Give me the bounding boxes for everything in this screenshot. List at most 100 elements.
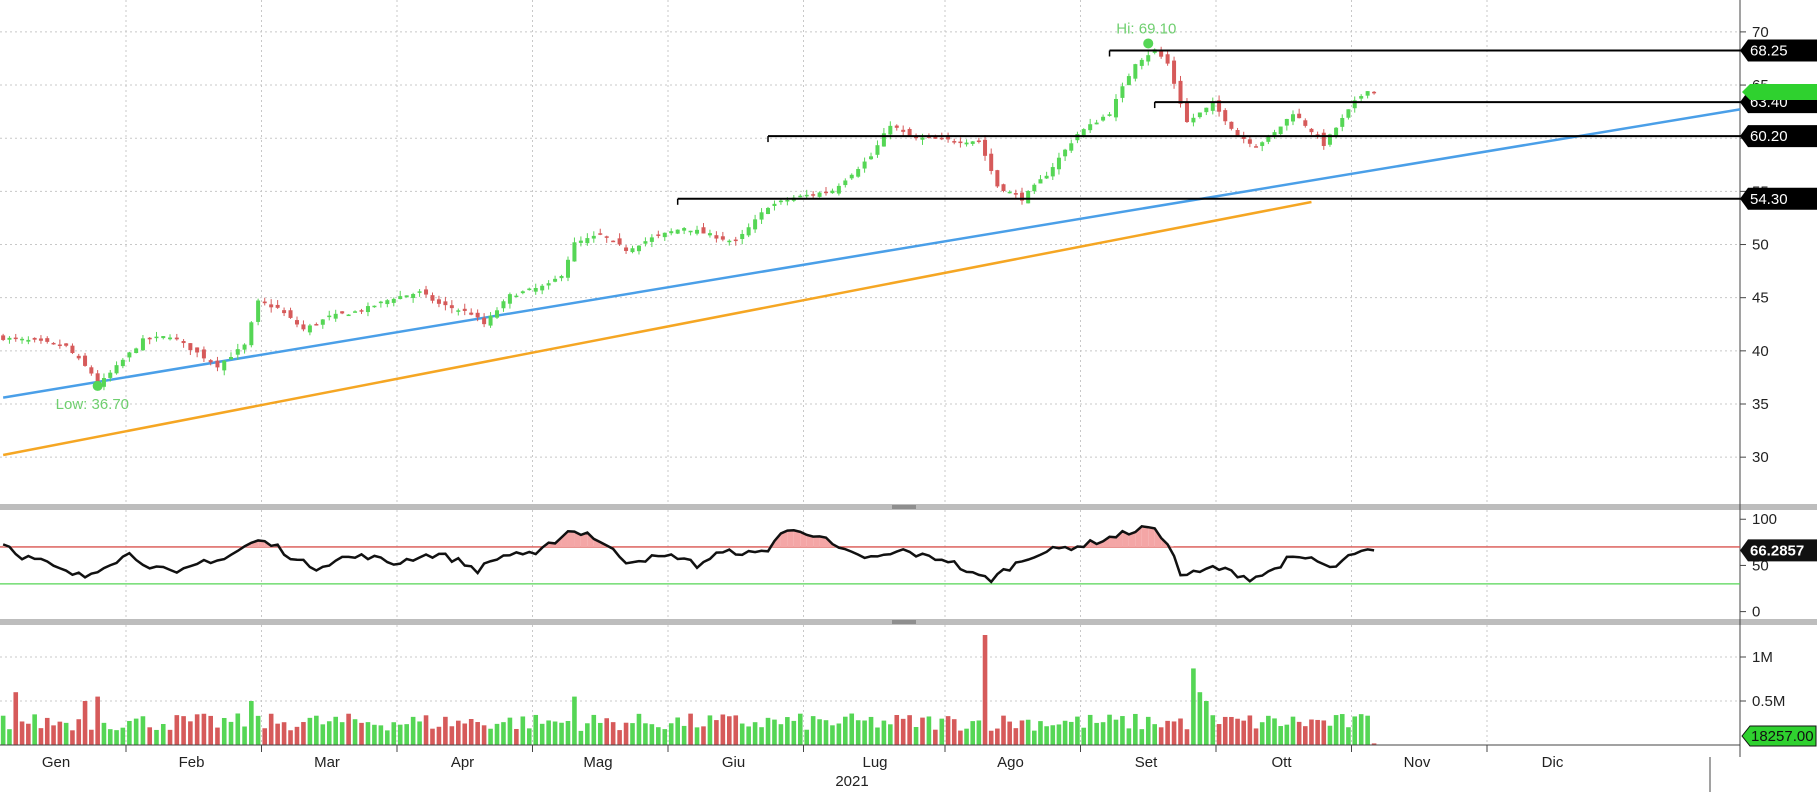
volume-bar <box>1068 721 1074 745</box>
overbought-fill <box>1122 531 1129 547</box>
volume-bar <box>235 713 241 745</box>
candle-body <box>1340 117 1345 127</box>
candle-body <box>13 337 18 340</box>
price-tick-label: 50 <box>1752 237 1769 254</box>
volume-bar <box>417 721 422 745</box>
volume-bar <box>1321 720 1327 745</box>
candle-body <box>436 299 441 304</box>
candle-body <box>1 335 6 340</box>
candle-body <box>572 242 577 262</box>
volume-bar <box>1178 718 1183 745</box>
candle-body <box>907 128 912 137</box>
candle-body <box>714 235 719 239</box>
candle-body <box>1290 114 1295 122</box>
volume-bar <box>797 713 803 745</box>
month-label-mar: Mar <box>314 754 340 771</box>
volume-bar <box>1327 725 1333 745</box>
candle-body <box>161 336 166 339</box>
volume-bar <box>275 723 280 745</box>
volume-bar <box>933 729 938 745</box>
candle-body <box>933 137 938 139</box>
volume-bar <box>785 717 790 745</box>
volume-bar <box>1001 715 1006 745</box>
overbought-fill <box>1115 531 1123 547</box>
overbought-fill <box>787 530 794 547</box>
divider-handle-top[interactable] <box>892 505 916 509</box>
volume-bar <box>1032 730 1037 745</box>
candle-body <box>188 343 193 351</box>
candle-body <box>1254 146 1259 148</box>
candle-body <box>875 145 880 155</box>
candle-body <box>140 338 145 351</box>
volume-bars <box>0 635 1377 745</box>
candle-body <box>1327 134 1332 145</box>
volume-bar <box>630 723 635 745</box>
divider-handle-bottom[interactable] <box>892 620 916 624</box>
candle-body <box>372 305 377 308</box>
candle-body <box>869 156 874 160</box>
volume-bar <box>585 723 590 745</box>
volume-bar <box>610 722 616 745</box>
volume-value-tag: 18257.00 <box>1741 725 1817 747</box>
indicator-overbought-fill <box>3 526 1175 547</box>
candle-body <box>275 304 280 308</box>
volume-bar <box>89 729 94 745</box>
candle-body <box>1191 117 1196 123</box>
volume-bar <box>875 727 880 745</box>
candle-body <box>636 245 641 252</box>
moving-average-line <box>2 200 1312 457</box>
volume-bar <box>423 715 429 745</box>
volume-bar <box>1371 743 1377 745</box>
candle-body <box>501 301 506 309</box>
volume-bar <box>1025 719 1031 745</box>
candle-body <box>1172 60 1177 84</box>
candle-body <box>411 294 416 298</box>
volume-bar <box>120 727 126 745</box>
indicator-tick-label: 100 <box>1752 511 1777 528</box>
low-marker <box>92 380 103 391</box>
volume-bar <box>982 635 988 745</box>
volume-bar <box>114 730 119 745</box>
candle-body <box>340 311 345 314</box>
candle-body <box>430 295 435 301</box>
volume-bar <box>1333 715 1339 745</box>
volume-bar <box>1278 726 1283 745</box>
candle-body <box>630 248 635 253</box>
candle-body <box>1278 126 1283 135</box>
candle-body <box>701 227 706 234</box>
volume-bar <box>1358 714 1364 745</box>
candle-body <box>127 352 132 358</box>
indicator-last-value: 66.2857 <box>1750 542 1804 559</box>
volume-bar <box>410 716 416 745</box>
candle-body <box>856 169 861 177</box>
volume-bar <box>1272 718 1277 745</box>
volume-bar <box>481 725 487 745</box>
candle-body <box>798 195 803 198</box>
volume-bar <box>1126 728 1132 745</box>
volume-bar <box>1253 728 1259 745</box>
candle-body <box>301 324 306 330</box>
candle-body <box>1069 143 1074 151</box>
volume-bar <box>823 720 829 745</box>
volume-bar <box>526 728 532 745</box>
candle-body <box>76 355 81 359</box>
volume-bar <box>281 722 287 745</box>
volume-bar <box>578 730 584 745</box>
volume-bar <box>572 696 577 745</box>
volume-bar <box>1056 724 1062 745</box>
candle-body <box>920 137 925 140</box>
volume-bar <box>1019 720 1025 745</box>
candle-body <box>333 313 338 319</box>
candle-body <box>514 295 519 298</box>
candle-body <box>181 341 186 344</box>
candle-body <box>598 233 603 235</box>
candle-body <box>727 240 732 243</box>
overbought-fill <box>1141 526 1149 547</box>
candle-body <box>914 136 919 139</box>
candle-body <box>456 310 461 312</box>
volume-bar <box>759 727 764 745</box>
candle-body <box>804 194 809 197</box>
candle-body <box>830 190 835 194</box>
candle-body <box>553 278 558 282</box>
